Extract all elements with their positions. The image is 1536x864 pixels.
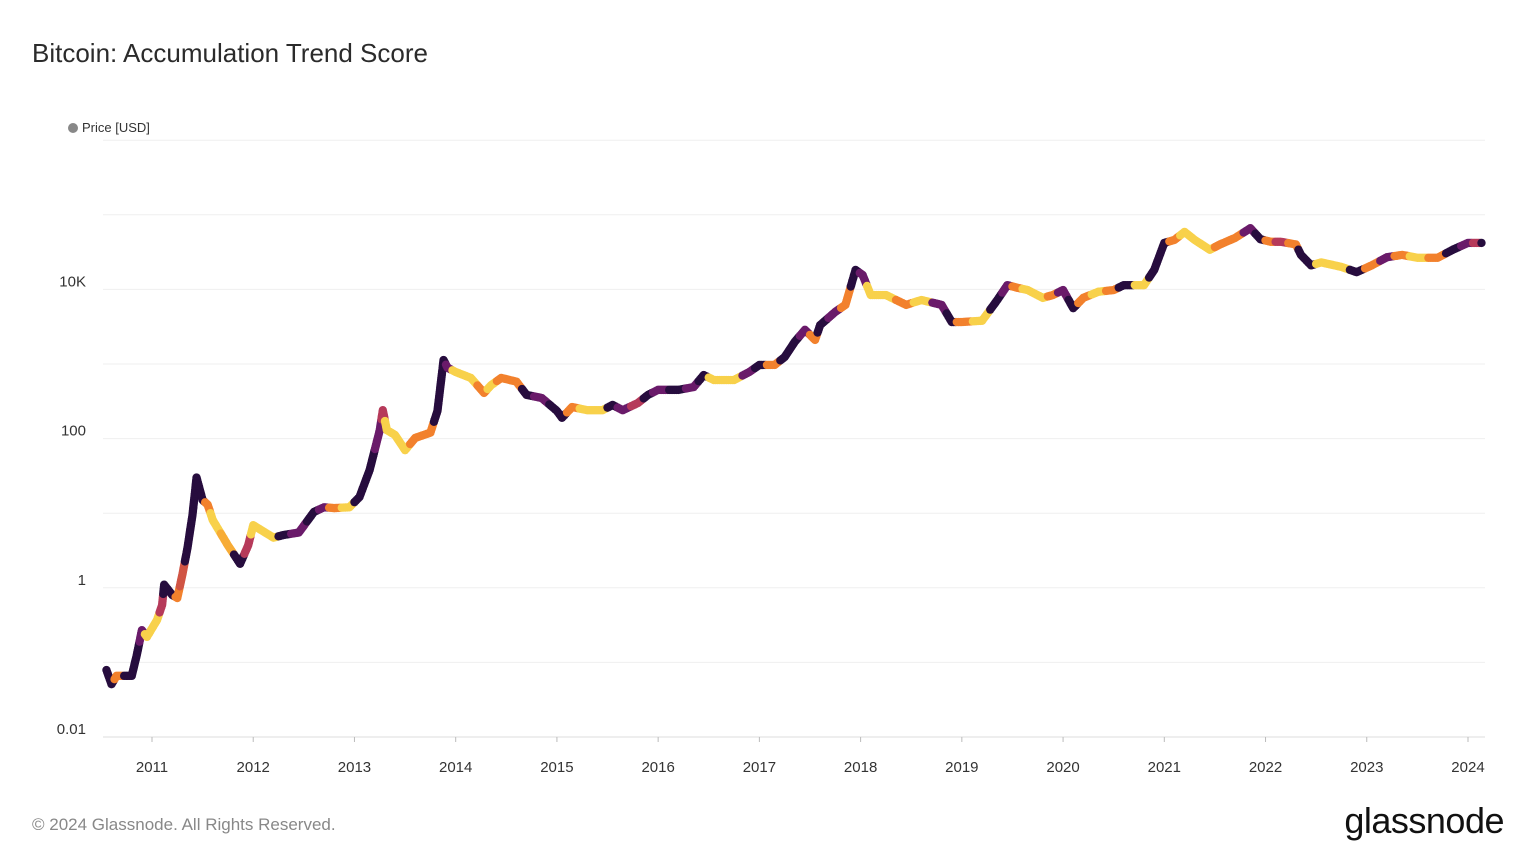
x-tick-label: 2016	[641, 759, 674, 776]
x-tick-label: 2018	[844, 759, 877, 776]
glassnode-logo[interactable]: glassnode	[1344, 800, 1504, 841]
y-tick-label: 0.01	[57, 721, 86, 738]
x-tick-label: 2015	[540, 759, 573, 776]
x-tick-label: 2022	[1249, 759, 1282, 776]
x-axis-ticks: 2011 2012 2013 2014 2015 2016 2017 2018 2019 2020…	[136, 737, 1485, 776]
y-tick-label: 100	[61, 423, 86, 440]
x-tick-label: 2014	[439, 759, 472, 776]
legend[interactable]: Price [USD]	[68, 120, 150, 135]
y-axis-ticks: 0.01 1 100 10K	[57, 273, 86, 738]
x-tick-label: 2017	[743, 759, 776, 776]
chart-title: Bitcoin: Accumulation Trend Score	[32, 38, 428, 68]
price-series	[102, 224, 1486, 689]
y-tick-label: 1	[78, 572, 86, 589]
gridlines	[103, 139, 1485, 738]
x-tick-label: 2011	[136, 759, 168, 776]
x-tick-label: 2019	[945, 759, 978, 776]
x-tick-label: 2024	[1451, 759, 1484, 776]
copyright-text: © 2024 Glassnode. All Rights Reserved.	[32, 815, 336, 834]
x-tick-label: 2021	[1148, 759, 1181, 776]
x-tick-label: 2023	[1350, 759, 1383, 776]
x-tick-label: 2013	[338, 759, 371, 776]
price-point	[1477, 238, 1486, 248]
x-tick-label: 2020	[1046, 759, 1079, 776]
legend-marker-icon	[68, 122, 78, 133]
y-tick-label: 10K	[59, 273, 86, 290]
x-tick-label: 2012	[237, 759, 270, 776]
legend-label-price: Price [USD]	[82, 120, 150, 135]
